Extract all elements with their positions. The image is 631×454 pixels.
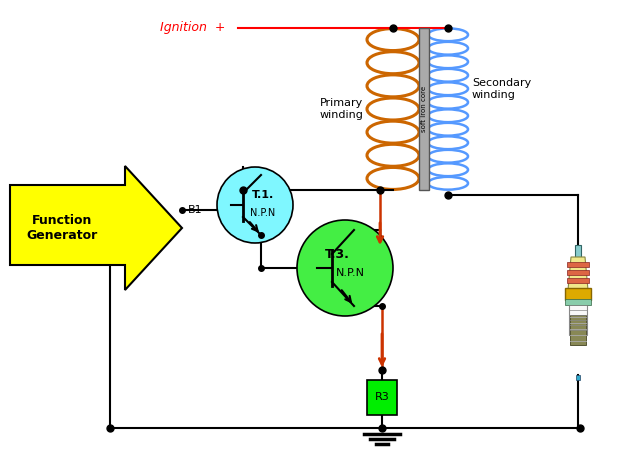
Text: R3: R3 [375, 393, 389, 403]
Circle shape [297, 220, 393, 316]
Bar [570, 315, 586, 345]
Polygon shape [568, 257, 588, 290]
Bar [419, 28, 429, 190]
Text: Function
Generator: Function Generator [27, 214, 98, 242]
Bar [567, 262, 589, 267]
Bar [567, 270, 589, 275]
Text: N.P.N: N.P.N [336, 268, 365, 278]
Bar [565, 288, 591, 300]
Text: B1: B1 [187, 205, 203, 215]
Text: T.1.: T.1. [252, 190, 274, 200]
Bar [567, 278, 589, 283]
Bar [367, 380, 397, 415]
Text: T.3.: T.3. [324, 247, 350, 261]
Polygon shape [10, 166, 182, 290]
Text: Secondary
winding: Secondary winding [472, 78, 531, 100]
Text: N.P.N: N.P.N [251, 208, 276, 218]
Bar [576, 375, 580, 380]
Text: Ignition  +: Ignition + [160, 21, 225, 35]
Bar [575, 245, 581, 257]
Text: Primary
winding: Primary winding [319, 98, 363, 120]
Text: soft iron core: soft iron core [421, 86, 427, 132]
Bar [565, 299, 591, 305]
Circle shape [217, 167, 293, 243]
Bar [569, 300, 587, 335]
